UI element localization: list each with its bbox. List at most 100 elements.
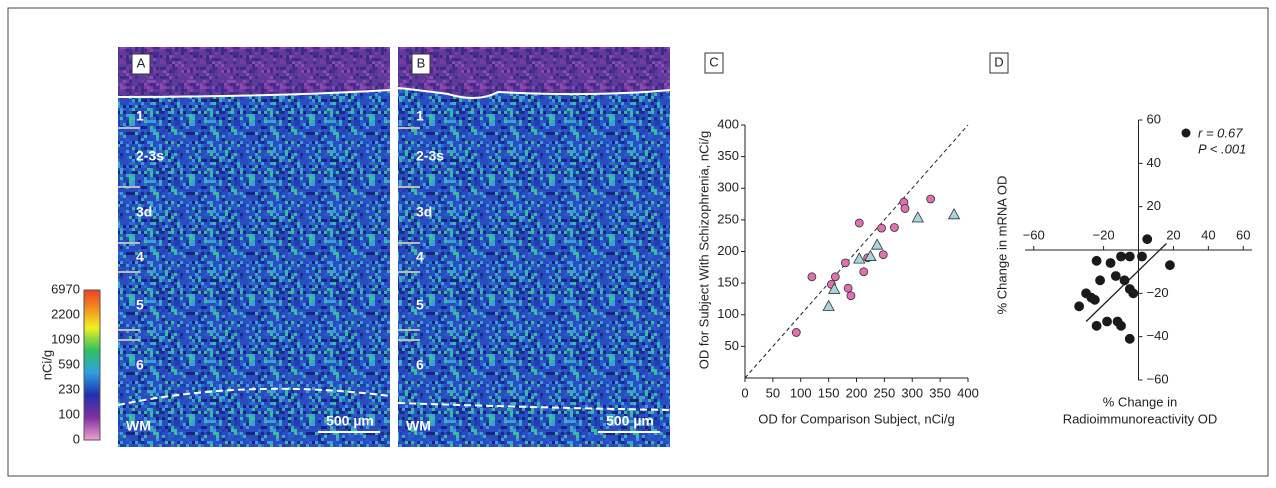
colorbar bbox=[83, 289, 101, 441]
layer-label: 5 bbox=[136, 297, 144, 313]
layer-label: 2-3s bbox=[136, 148, 164, 164]
point bbox=[1165, 260, 1175, 271]
point bbox=[1110, 271, 1121, 281]
y-tick-label: 50 bbox=[725, 338, 739, 353]
x-tick-label: 100 bbox=[790, 385, 812, 400]
x-tick-label: 20 bbox=[1166, 227, 1180, 242]
layer-label: 4 bbox=[136, 249, 144, 265]
point bbox=[911, 211, 925, 223]
y-tick-label: 150 bbox=[717, 275, 739, 290]
layer-label: 1 bbox=[416, 108, 424, 124]
autoradiograph: B 1 2-3s 3d 4 5 6 WM 500 µm bbox=[397, 47, 671, 447]
annotation: r = 0.67 bbox=[1198, 125, 1243, 140]
y-tick-label: 60 bbox=[1147, 111, 1161, 126]
layer-label: 3d bbox=[136, 204, 152, 220]
point bbox=[840, 258, 850, 268]
layer-label: 3d bbox=[416, 204, 432, 220]
y-tick-label: 400 bbox=[717, 116, 739, 131]
layer-label: 5 bbox=[416, 297, 424, 313]
wm-boundary bbox=[117, 387, 391, 406]
y-tick-label: 200 bbox=[717, 243, 739, 258]
point bbox=[870, 238, 884, 250]
point bbox=[830, 272, 840, 282]
y-tick-label: 100 bbox=[717, 306, 739, 321]
point bbox=[877, 223, 886, 233]
x-tick-label: 350 bbox=[929, 385, 951, 400]
scale-bar-label: 500 µm bbox=[326, 413, 374, 429]
point bbox=[900, 204, 910, 213]
point bbox=[1137, 251, 1147, 262]
point bbox=[947, 207, 961, 220]
layer-label: 6 bbox=[416, 357, 424, 373]
point bbox=[890, 223, 899, 232]
colorbar-tick-label: 0 bbox=[73, 431, 80, 446]
point bbox=[843, 283, 853, 293]
layer-label: 4 bbox=[416, 249, 424, 265]
y-tick-label: 20 bbox=[1147, 198, 1161, 213]
point bbox=[1105, 258, 1116, 268]
colorbar-tick-label: 230 bbox=[58, 381, 80, 396]
point bbox=[1095, 275, 1105, 286]
panel-label: D bbox=[994, 54, 1003, 69]
x-axis-label: % Change in bbox=[1103, 394, 1177, 409]
colorbar-tick-label: 6970 bbox=[51, 281, 80, 296]
point bbox=[1091, 320, 1102, 331]
panel-label: B bbox=[417, 55, 426, 70]
layer-label: 2-3s bbox=[416, 148, 444, 164]
y-tick-label: −60 bbox=[1147, 371, 1169, 386]
point bbox=[864, 249, 877, 261]
pia-line bbox=[397, 87, 671, 99]
colorbar-label: nCi/g bbox=[39, 350, 54, 380]
tissue bbox=[398, 47, 670, 447]
panel-label: A bbox=[137, 55, 146, 70]
pia-region bbox=[118, 47, 390, 97]
colorbar-tick-label: 1090 bbox=[51, 331, 80, 346]
x-tick-label: 150 bbox=[818, 385, 840, 400]
point bbox=[846, 291, 856, 301]
scale-bar-label: 500 µm bbox=[606, 413, 654, 429]
point bbox=[878, 250, 888, 260]
x-axis-label: OD for Comparison Subject, nCi/g bbox=[758, 411, 955, 426]
panel-label-box bbox=[411, 53, 431, 75]
layer-label: 1 bbox=[136, 108, 144, 124]
y-axis-label: OD for Subject With Schizophrenia, nCi/g bbox=[696, 131, 711, 369]
point bbox=[1128, 288, 1139, 299]
pia-line bbox=[117, 89, 391, 98]
point bbox=[1116, 251, 1126, 262]
y-tick-label: 300 bbox=[717, 180, 739, 195]
point bbox=[1124, 333, 1135, 344]
point bbox=[1086, 292, 1097, 303]
x-axis-label: Radioimmunoreactivity OD bbox=[1063, 411, 1218, 426]
legend-marker bbox=[1181, 128, 1191, 138]
panel-label-box bbox=[131, 53, 151, 75]
x-tick-label: 50 bbox=[766, 385, 780, 400]
tissue bbox=[118, 47, 390, 447]
wm-boundary bbox=[397, 402, 671, 411]
colorbar-tick-label: 100 bbox=[58, 406, 80, 421]
point bbox=[822, 299, 835, 311]
point bbox=[1119, 275, 1130, 286]
panel-label-box bbox=[704, 52, 724, 74]
x-tick-label: −60 bbox=[1023, 227, 1045, 242]
point bbox=[791, 328, 801, 337]
layer-label: WM bbox=[126, 418, 151, 434]
point bbox=[1142, 234, 1153, 245]
point bbox=[854, 218, 864, 228]
y-tick-label: −40 bbox=[1147, 328, 1169, 343]
y-tick-label: 350 bbox=[717, 148, 739, 163]
layer-label: WM bbox=[406, 418, 431, 434]
x-tick-label: 60 bbox=[1236, 227, 1250, 242]
point bbox=[1124, 251, 1135, 262]
point bbox=[1074, 301, 1085, 312]
point bbox=[1116, 320, 1126, 331]
point bbox=[1091, 255, 1102, 266]
layer-label: 6 bbox=[136, 357, 144, 373]
panel-label-box bbox=[989, 52, 1009, 74]
point bbox=[926, 194, 936, 204]
point bbox=[1102, 316, 1112, 327]
x-tick-label: −20 bbox=[1093, 227, 1115, 242]
x-tick-label: 0 bbox=[741, 385, 748, 400]
colorbar-tick-label: 2200 bbox=[51, 306, 80, 321]
point bbox=[807, 272, 817, 282]
identity-line bbox=[744, 124, 969, 379]
